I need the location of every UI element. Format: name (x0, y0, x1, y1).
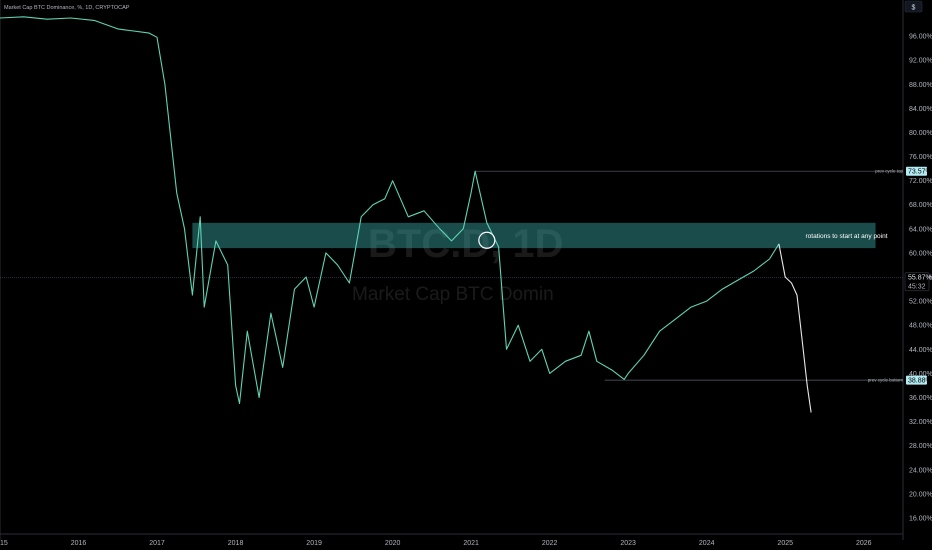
y-tick-label: 48.00% (909, 323, 932, 330)
y-tick-label: 44.00% (909, 347, 932, 354)
y-tick-label: 80.00% (909, 130, 932, 137)
y-tick-label: 60.00% (909, 250, 932, 257)
x-tick-label: 2015 (0, 540, 8, 547)
x-tick-label: 2026 (856, 540, 872, 547)
y-tick-label: 84.00% (909, 106, 932, 113)
rotation-zone-label: rotations to start at any point (806, 233, 888, 240)
y-tick-label: 64.00% (909, 226, 932, 233)
y-tick-label: 40.00% (909, 371, 932, 378)
y-tick-label: 76.00% (909, 154, 932, 161)
y-tick-label: 16.00% (909, 515, 932, 522)
x-tick-label: 2022 (542, 540, 558, 547)
prev-cycle-bottom-label: prev cycle bottom (868, 378, 904, 383)
y-tick-label: 36.00% (909, 395, 932, 402)
x-tick-label: 2019 (306, 540, 322, 547)
watermark-name: Market Cap BTC Domin (352, 284, 554, 305)
y-tick-label: 96.00% (909, 34, 932, 41)
y-tick-label: 32.00% (909, 419, 932, 426)
x-tick-label: 2016 (71, 540, 87, 547)
rotation-zone[interactable] (192, 222, 876, 249)
watermark-symbol: BTC.D, 1D (368, 222, 564, 266)
x-tick-label: 2023 (620, 540, 636, 547)
bottom-value-badge: 38.88% (906, 375, 932, 385)
btc-dominance-line (0, 16, 780, 405)
x-tick-label: 2025 (777, 540, 793, 547)
x-tick-label: 2017 (149, 540, 165, 547)
currency-button[interactable]: $ (904, 0, 923, 13)
x-axis-ticks: 2015 2016 2017 2018 2019 2020 2021 2022 2023 2024… (0, 540, 872, 547)
currency-label: $ (912, 5, 916, 12)
y-tick-label: 68.00% (909, 202, 932, 209)
last-value-badge: 55.87% 45:32 (904, 272, 932, 292)
x-tick-label: 2024 (699, 540, 715, 547)
top-value-text: 73.57% (908, 169, 932, 176)
y-tick-label: 24.00% (909, 467, 932, 474)
countdown-text: 45:32 (908, 283, 926, 290)
y-tick-label: 20.00% (909, 491, 932, 498)
y-tick-label: 52.00% (909, 299, 932, 306)
x-tick-label: 2018 (228, 540, 244, 547)
top-value-badge: 73.57% (906, 166, 932, 176)
x-tick-label: 2020 (385, 540, 401, 547)
btc-dominance-recent-line (778, 243, 812, 413)
y-tick-label: 88.00% (909, 82, 932, 89)
prev-cycle-top-label: prev cycle top (875, 169, 903, 174)
y-tick-label: 28.00% (909, 443, 932, 450)
y-tick-label: 92.00% (909, 58, 932, 65)
bottom-value-text: 38.88% (908, 378, 932, 385)
chart-title: Market Cap BTC Dominance, %, 1D, CRYPTOC… (4, 5, 130, 11)
last-value-text: 55.87% (908, 274, 932, 281)
rotation-circle-marker[interactable] (478, 231, 496, 249)
x-tick-label: 2021 (463, 540, 479, 547)
series-group (0, 16, 812, 413)
y-tick-label: 72.00% (909, 178, 932, 185)
